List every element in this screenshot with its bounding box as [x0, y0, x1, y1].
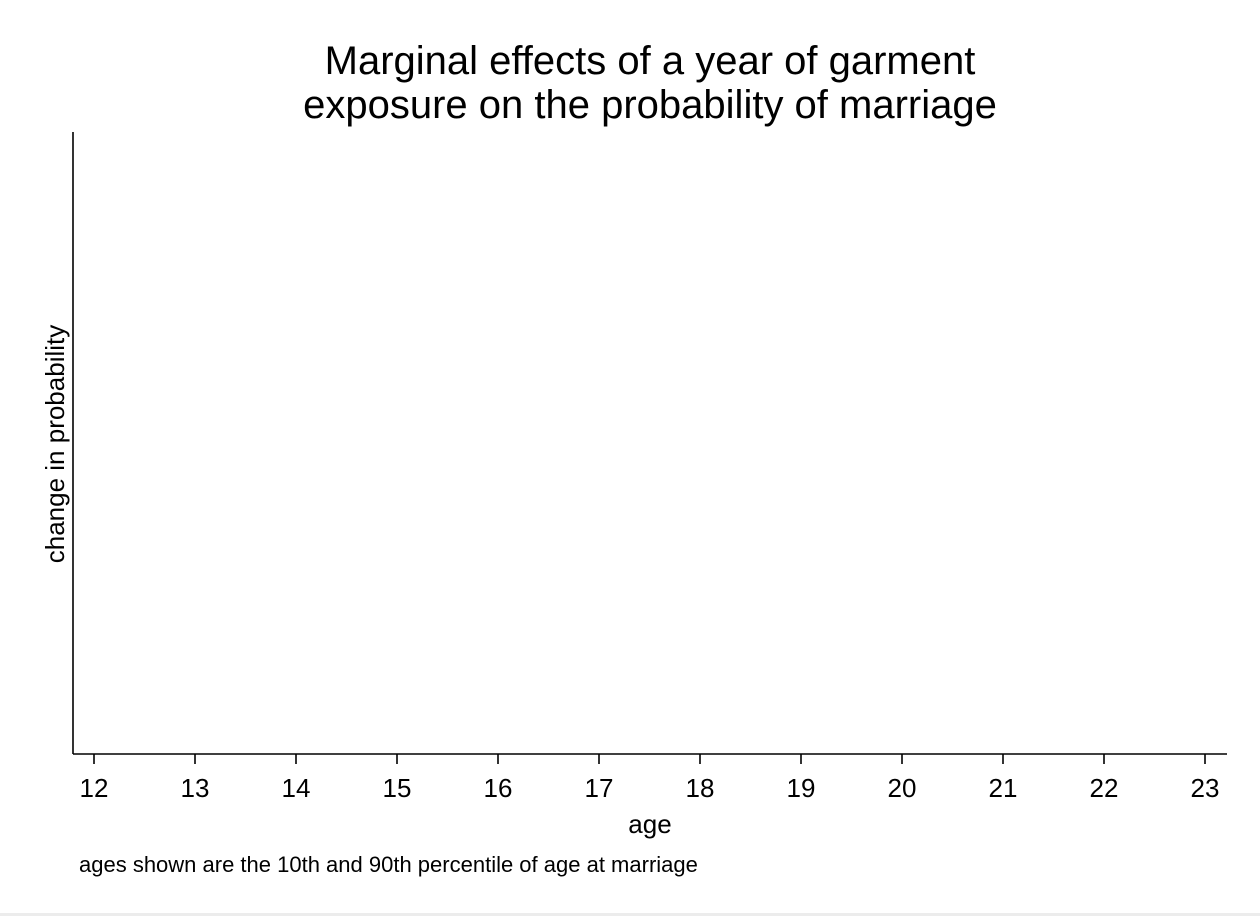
- x-tick-label: 14: [282, 773, 311, 803]
- x-tick-label: 23: [1191, 773, 1220, 803]
- x-axis-ticks: [93, 754, 1206, 764]
- x-axis-tick-labels: 12 13 14 15 16 17 18 19 20 21 22 23: [80, 773, 1220, 803]
- y-axis-label: change in probability: [40, 325, 70, 564]
- x-tick-label: 16: [484, 773, 513, 803]
- x-tick-label: 13: [181, 773, 210, 803]
- x-tick-label: 20: [888, 773, 917, 803]
- x-tick-label: 19: [787, 773, 816, 803]
- x-tick-label: 17: [585, 773, 614, 803]
- x-tick-label: 12: [80, 773, 109, 803]
- x-tick-label: 15: [383, 773, 412, 803]
- x-axis-label: age: [628, 809, 671, 839]
- chart-note: ages shown are the 10th and 90th percent…: [79, 852, 698, 877]
- chart-title-line-2: exposure on the probability of marriage: [303, 83, 997, 127]
- x-tick-label: 18: [686, 773, 715, 803]
- x-tick-label: 22: [1090, 773, 1119, 803]
- chart-title: Marginal effects of a year of garment ex…: [303, 39, 997, 127]
- chart-title-line-1: Marginal effects of a year of garment: [325, 39, 976, 83]
- bottom-divider: [0, 913, 1260, 916]
- x-tick-label: 21: [989, 773, 1018, 803]
